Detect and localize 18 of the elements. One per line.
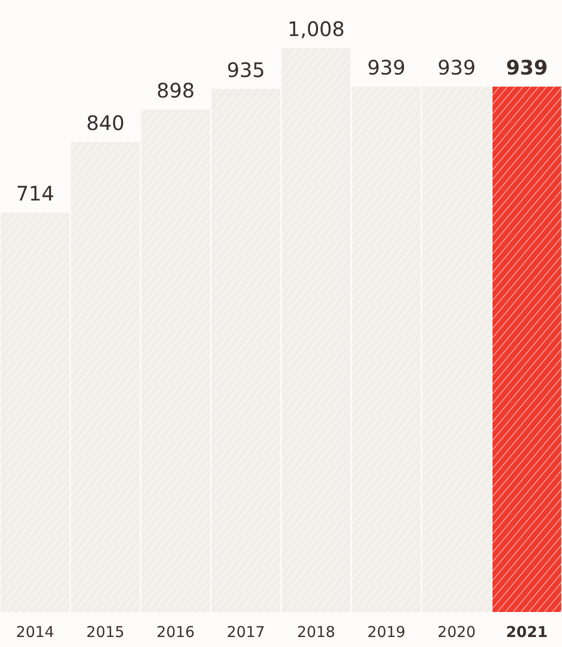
data-label: 939 — [367, 56, 406, 80]
data-label: 714 — [16, 182, 54, 206]
data-label: 1,008 — [287, 17, 345, 41]
data-label: 939 — [506, 56, 548, 80]
data-label: 898 — [156, 78, 195, 103]
x-tick-label: 2014 — [16, 623, 54, 641]
data-label: 939 — [438, 56, 476, 80]
bar — [492, 86, 562, 612]
x-tick-label: 2015 — [86, 623, 124, 641]
x-tick-label: 2021 — [506, 623, 548, 641]
x-tick-label: 2020 — [438, 623, 476, 641]
x-tick-label: 2019 — [367, 623, 406, 641]
data-label: 840 — [86, 111, 124, 135]
data-label: 935 — [226, 58, 265, 82]
x-tick-label: 2018 — [297, 623, 336, 641]
x-tick-label: 2016 — [156, 623, 195, 641]
x-tick-label: 2017 — [226, 623, 265, 641]
bar — [422, 86, 492, 612]
